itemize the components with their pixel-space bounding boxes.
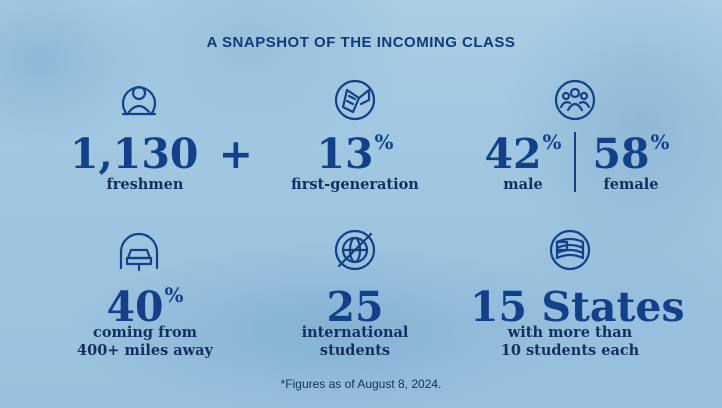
female-suffix: %: [650, 130, 670, 154]
freshmen-label: freshmen: [106, 176, 184, 193]
male-suffix: %: [542, 130, 562, 154]
distance-value: 40: [106, 283, 164, 331]
first-generation-label: first-generation: [291, 176, 419, 193]
male-stat: 42%: [478, 132, 568, 175]
gender-divider: [574, 132, 576, 192]
distance-label-1: coming from: [93, 324, 197, 341]
first-generation-suffix: %: [374, 130, 394, 154]
first-generation-stat: 13%: [290, 132, 420, 175]
person-icon: [117, 76, 161, 120]
diploma-icon: [333, 78, 377, 122]
distance-suffix: %: [164, 283, 184, 307]
states-label-2: 10 students each: [500, 342, 640, 359]
states-stat: 15 States: [470, 283, 685, 331]
distance-label-2: 400+ miles away: [77, 342, 213, 359]
freshmen-value: 1,130: [70, 130, 199, 178]
international-stat: 25: [326, 283, 384, 331]
male-label: male: [503, 176, 543, 193]
female-label: female: [603, 176, 659, 193]
group-icon: [553, 78, 597, 122]
freshmen-stat: 1,130 +: [70, 134, 253, 175]
male-value: 42: [484, 130, 542, 178]
female-stat: 58%: [586, 132, 676, 175]
car-icon: [117, 228, 161, 272]
footnote: *Figures as of August 8, 2024.: [280, 377, 442, 391]
female-value: 58: [592, 130, 650, 178]
flag-icon: [548, 228, 592, 272]
international-label-2: students: [319, 342, 391, 359]
states-label-1: with more than: [507, 324, 633, 341]
international-label-1: international: [301, 324, 409, 341]
distance-stat: 40%: [90, 285, 200, 328]
infographic-title: A SNAPSHOT OF THE INCOMING CLASS: [206, 34, 516, 51]
first-generation-value: 13: [316, 130, 374, 178]
freshmen-suffix: +: [218, 130, 254, 178]
globe-icon: [333, 228, 377, 272]
